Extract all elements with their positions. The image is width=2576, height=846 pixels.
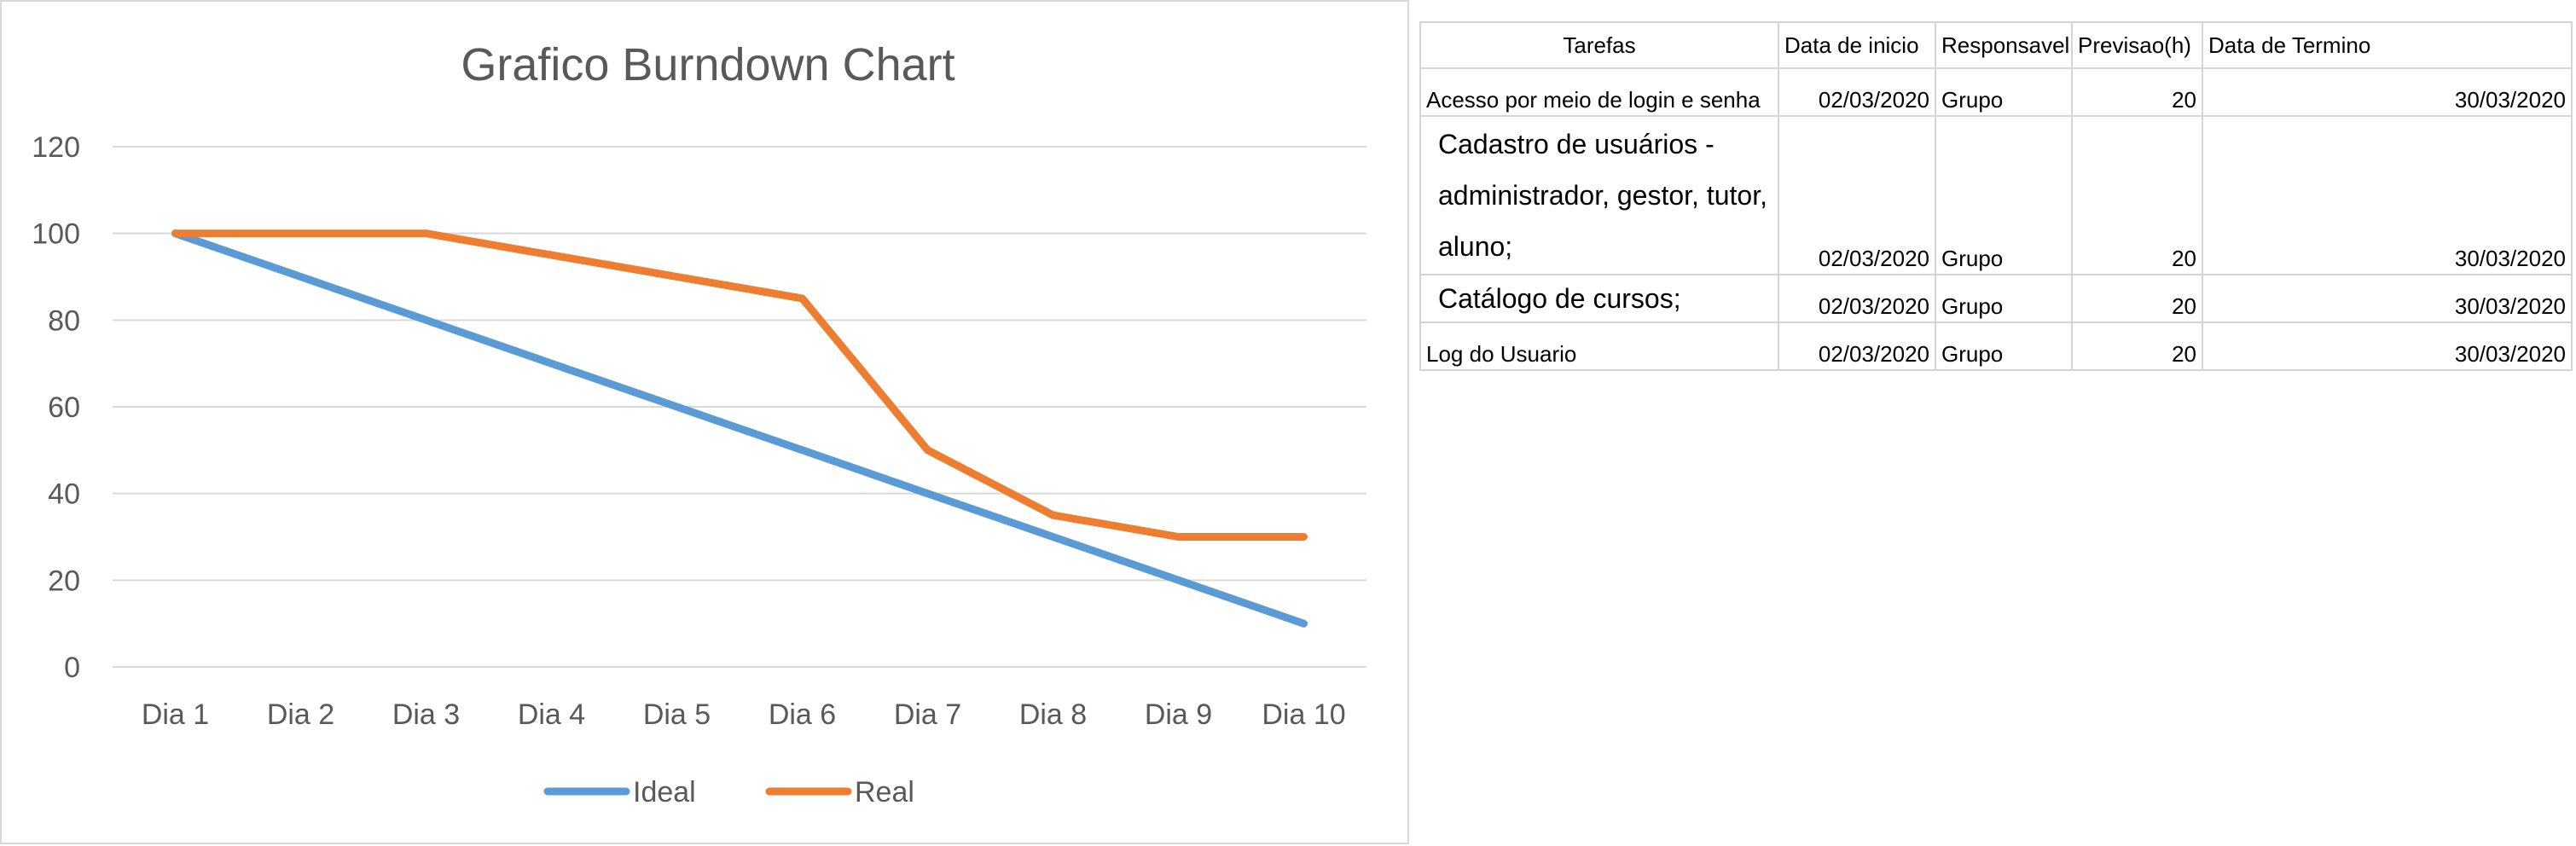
legend-label-ideal: Ideal	[633, 776, 696, 808]
header-data-inicio: Data de inicio	[1778, 21, 1936, 69]
forecast-hours: 20	[2071, 322, 2203, 371]
end-date: 30/03/2020	[2202, 115, 2573, 275]
x-tick-label: Dia 4	[518, 698, 585, 731]
x-tick-label: Dia 1	[142, 698, 209, 731]
y-tick-label: 60	[48, 391, 80, 424]
end-date: 30/03/2020	[2202, 322, 2573, 371]
end-date: 30/03/2020	[2202, 67, 2573, 117]
y-axis-ticks: 0 20 40 60 80 100 120	[32, 131, 80, 684]
forecast-hours: 20	[2071, 115, 2203, 275]
series-lines	[171, 229, 1308, 628]
legend-label-real: Real	[855, 776, 914, 808]
y-tick-label: 100	[32, 218, 80, 251]
gridlines	[113, 146, 1366, 668]
responsible: Grupo	[1935, 322, 2073, 371]
responsible: Grupo	[1935, 67, 2073, 117]
table-row: Log do Usuario 02/03/2020 Grupo 20 30/03…	[1419, 322, 2573, 371]
x-tick-label: Dia 2	[267, 698, 334, 731]
table-header-row: Tarefas Data de inicio Responsavel Previ…	[1419, 21, 2573, 69]
y-tick-label: 20	[48, 565, 80, 597]
task-table: Tarefas Data de inicio Responsavel Previ…	[1419, 21, 2573, 371]
x-tick-label: Dia 5	[643, 698, 711, 731]
table-row: Cadastro de usuários - administrador, ge…	[1419, 115, 2573, 275]
table-row: Catálogo de cursos; 02/03/2020 Grupo 20 …	[1419, 274, 2573, 323]
responsible: Grupo	[1935, 115, 2073, 275]
header-data-termino: Data de Termino	[2202, 21, 2573, 69]
x-tick-label: Dia 6	[769, 698, 836, 731]
y-tick-label: 80	[48, 304, 80, 337]
x-tick-label: Dia 3	[392, 698, 460, 731]
x-tick-label: Dia 8	[1019, 698, 1087, 731]
y-tick-label: 120	[32, 131, 80, 164]
task-name: Acesso por meio de login e senha	[1419, 67, 1779, 117]
x-tick-label: Dia 9	[1145, 698, 1212, 731]
x-axis-ticks: Dia 1 Dia 2 Dia 3 Dia 4 Dia 5 Dia 6 Dia 7 Dia 8…	[142, 698, 1346, 731]
responsible: Grupo	[1935, 274, 2073, 323]
start-date: 02/03/2020	[1778, 274, 1936, 323]
chart-panel: Grafico Burndown Chart 0 20 40 60 80 100 120 D…	[0, 0, 1409, 844]
header-responsavel: Responsavel	[1935, 21, 2073, 69]
chart-title: Grafico Burndown Chart	[461, 39, 954, 90]
forecast-hours: 20	[2071, 274, 2203, 323]
x-tick-label: Dia 10	[1262, 698, 1345, 731]
start-date: 02/03/2020	[1778, 322, 1936, 371]
start-date: 02/03/2020	[1778, 115, 1936, 275]
header-previsao: Previsao(h)	[2071, 21, 2203, 69]
table-row: Acesso por meio de login e senha 02/03/2…	[1419, 67, 2573, 117]
task-name: Log do Usuario	[1419, 322, 1779, 371]
header-tarefas: Tarefas	[1419, 21, 1779, 69]
legend: Ideal Real	[543, 776, 914, 808]
series-line-real	[171, 229, 1308, 541]
task-name: Cadastro de usuários - administrador, ge…	[1419, 115, 1779, 275]
x-tick-label: Dia 7	[894, 698, 961, 731]
y-tick-label: 0	[64, 652, 80, 684]
start-date: 02/03/2020	[1778, 67, 1936, 117]
forecast-hours: 20	[2071, 67, 2203, 117]
end-date: 30/03/2020	[2202, 274, 2573, 323]
burndown-chart: Grafico Burndown Chart 0 20 40 60 80 100 120 D…	[32, 39, 1366, 808]
series-line-ideal	[171, 229, 1308, 628]
y-tick-label: 40	[48, 478, 80, 511]
task-name: Catálogo de cursos;	[1419, 274, 1779, 323]
